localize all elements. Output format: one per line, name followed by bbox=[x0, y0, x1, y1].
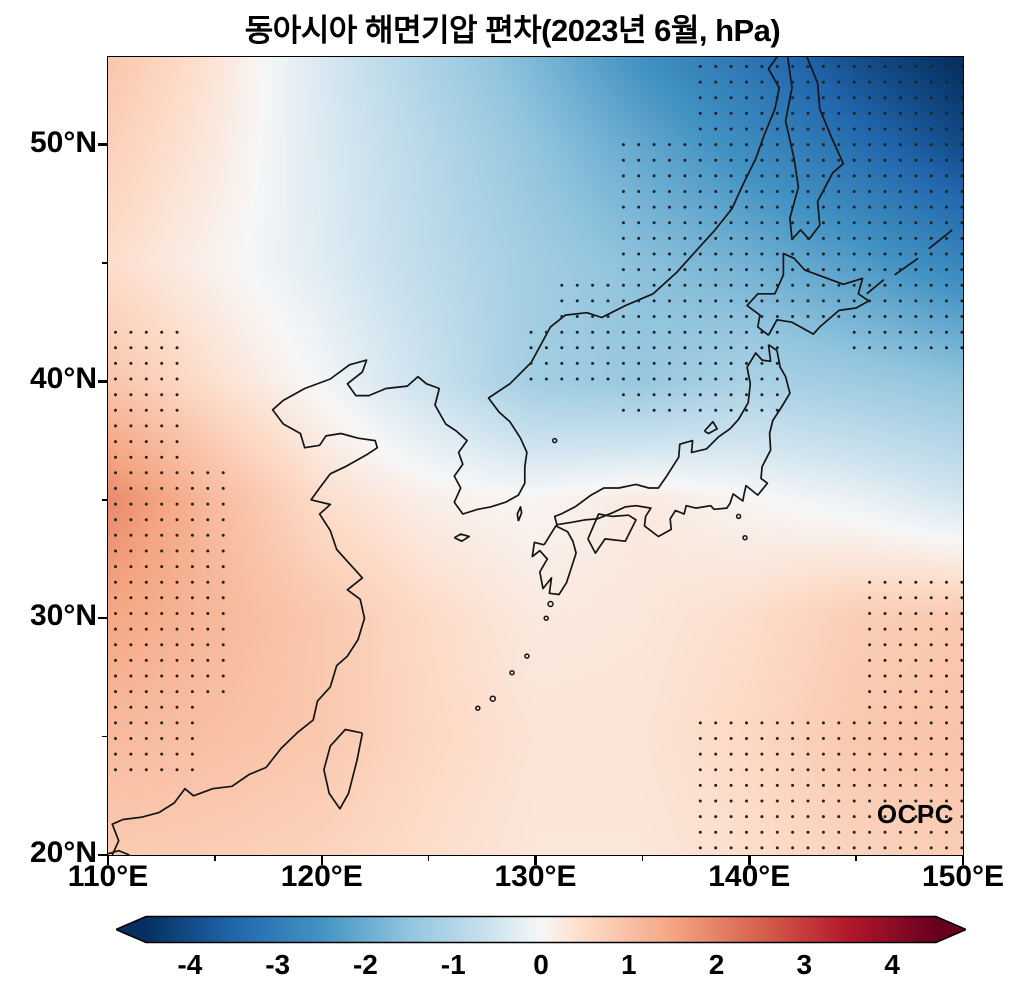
anomaly-field-canvas bbox=[108, 57, 963, 855]
y-minor-tick bbox=[102, 262, 107, 264]
colorbar-left-arrow bbox=[116, 916, 146, 943]
x-minor-tick bbox=[427, 856, 430, 861]
x-minor-tick bbox=[214, 856, 216, 861]
colorbar bbox=[116, 915, 966, 944]
small-island bbox=[551, 437, 558, 444]
colorbar-tick-label: 1 bbox=[620, 949, 637, 980]
x-minor-tick bbox=[641, 856, 644, 861]
y-tick bbox=[98, 853, 107, 857]
y-tick bbox=[98, 616, 107, 620]
coastlines bbox=[108, 57, 953, 855]
colorbar-tick-label: -1 bbox=[440, 949, 466, 980]
y-tick-label: 30°N bbox=[29, 599, 97, 633]
small-island bbox=[742, 534, 748, 541]
small-island bbox=[547, 600, 554, 608]
colorbar-tick-label: 4 bbox=[884, 949, 900, 980]
colorbar-tick-label: 2 bbox=[708, 949, 725, 980]
x-minor-tick bbox=[855, 856, 857, 861]
y-minor-tick bbox=[102, 735, 107, 738]
y-tick-label: 40°N bbox=[29, 362, 97, 396]
colorbar-tick-label: -2 bbox=[352, 949, 378, 980]
x-tick-label: 110°E bbox=[67, 860, 149, 893]
map-overlay bbox=[108, 57, 963, 855]
x-tick-label: 120°E bbox=[280, 860, 363, 893]
y-tick-label: 20°N bbox=[29, 836, 97, 869]
x-tick-label: 150°E bbox=[921, 860, 1005, 893]
small-island bbox=[475, 705, 481, 711]
small-island bbox=[509, 669, 515, 676]
y-tick-label: 50°N bbox=[29, 125, 97, 159]
x-tick bbox=[320, 856, 323, 865]
colorbar-right-arrow bbox=[936, 916, 966, 943]
small-island bbox=[524, 653, 530, 659]
small-island bbox=[735, 513, 742, 520]
significance-stippling bbox=[114, 65, 963, 850]
small-island bbox=[489, 695, 497, 702]
x-tick bbox=[534, 856, 537, 865]
chart-title: 동아시아 해면기압 편차(2023년 6월, hPa) bbox=[244, 13, 781, 48]
y-tick bbox=[98, 143, 107, 146]
colorbar-tick-label: 3 bbox=[796, 949, 813, 980]
x-tick-label: 140°E bbox=[708, 860, 791, 893]
x-tick-label: 130°E bbox=[494, 860, 577, 893]
y-minor-tick bbox=[102, 499, 107, 501]
x-tick bbox=[106, 856, 110, 865]
colorbar-tick-label: -4 bbox=[177, 949, 203, 980]
watermark-label: OCPC bbox=[876, 799, 954, 829]
x-tick bbox=[748, 856, 751, 865]
colorbar-tick-label: 0 bbox=[533, 949, 549, 980]
y-tick bbox=[98, 380, 107, 383]
small-island bbox=[543, 615, 549, 621]
colorbar-tick-label: -3 bbox=[265, 949, 291, 980]
x-tick bbox=[961, 856, 965, 865]
